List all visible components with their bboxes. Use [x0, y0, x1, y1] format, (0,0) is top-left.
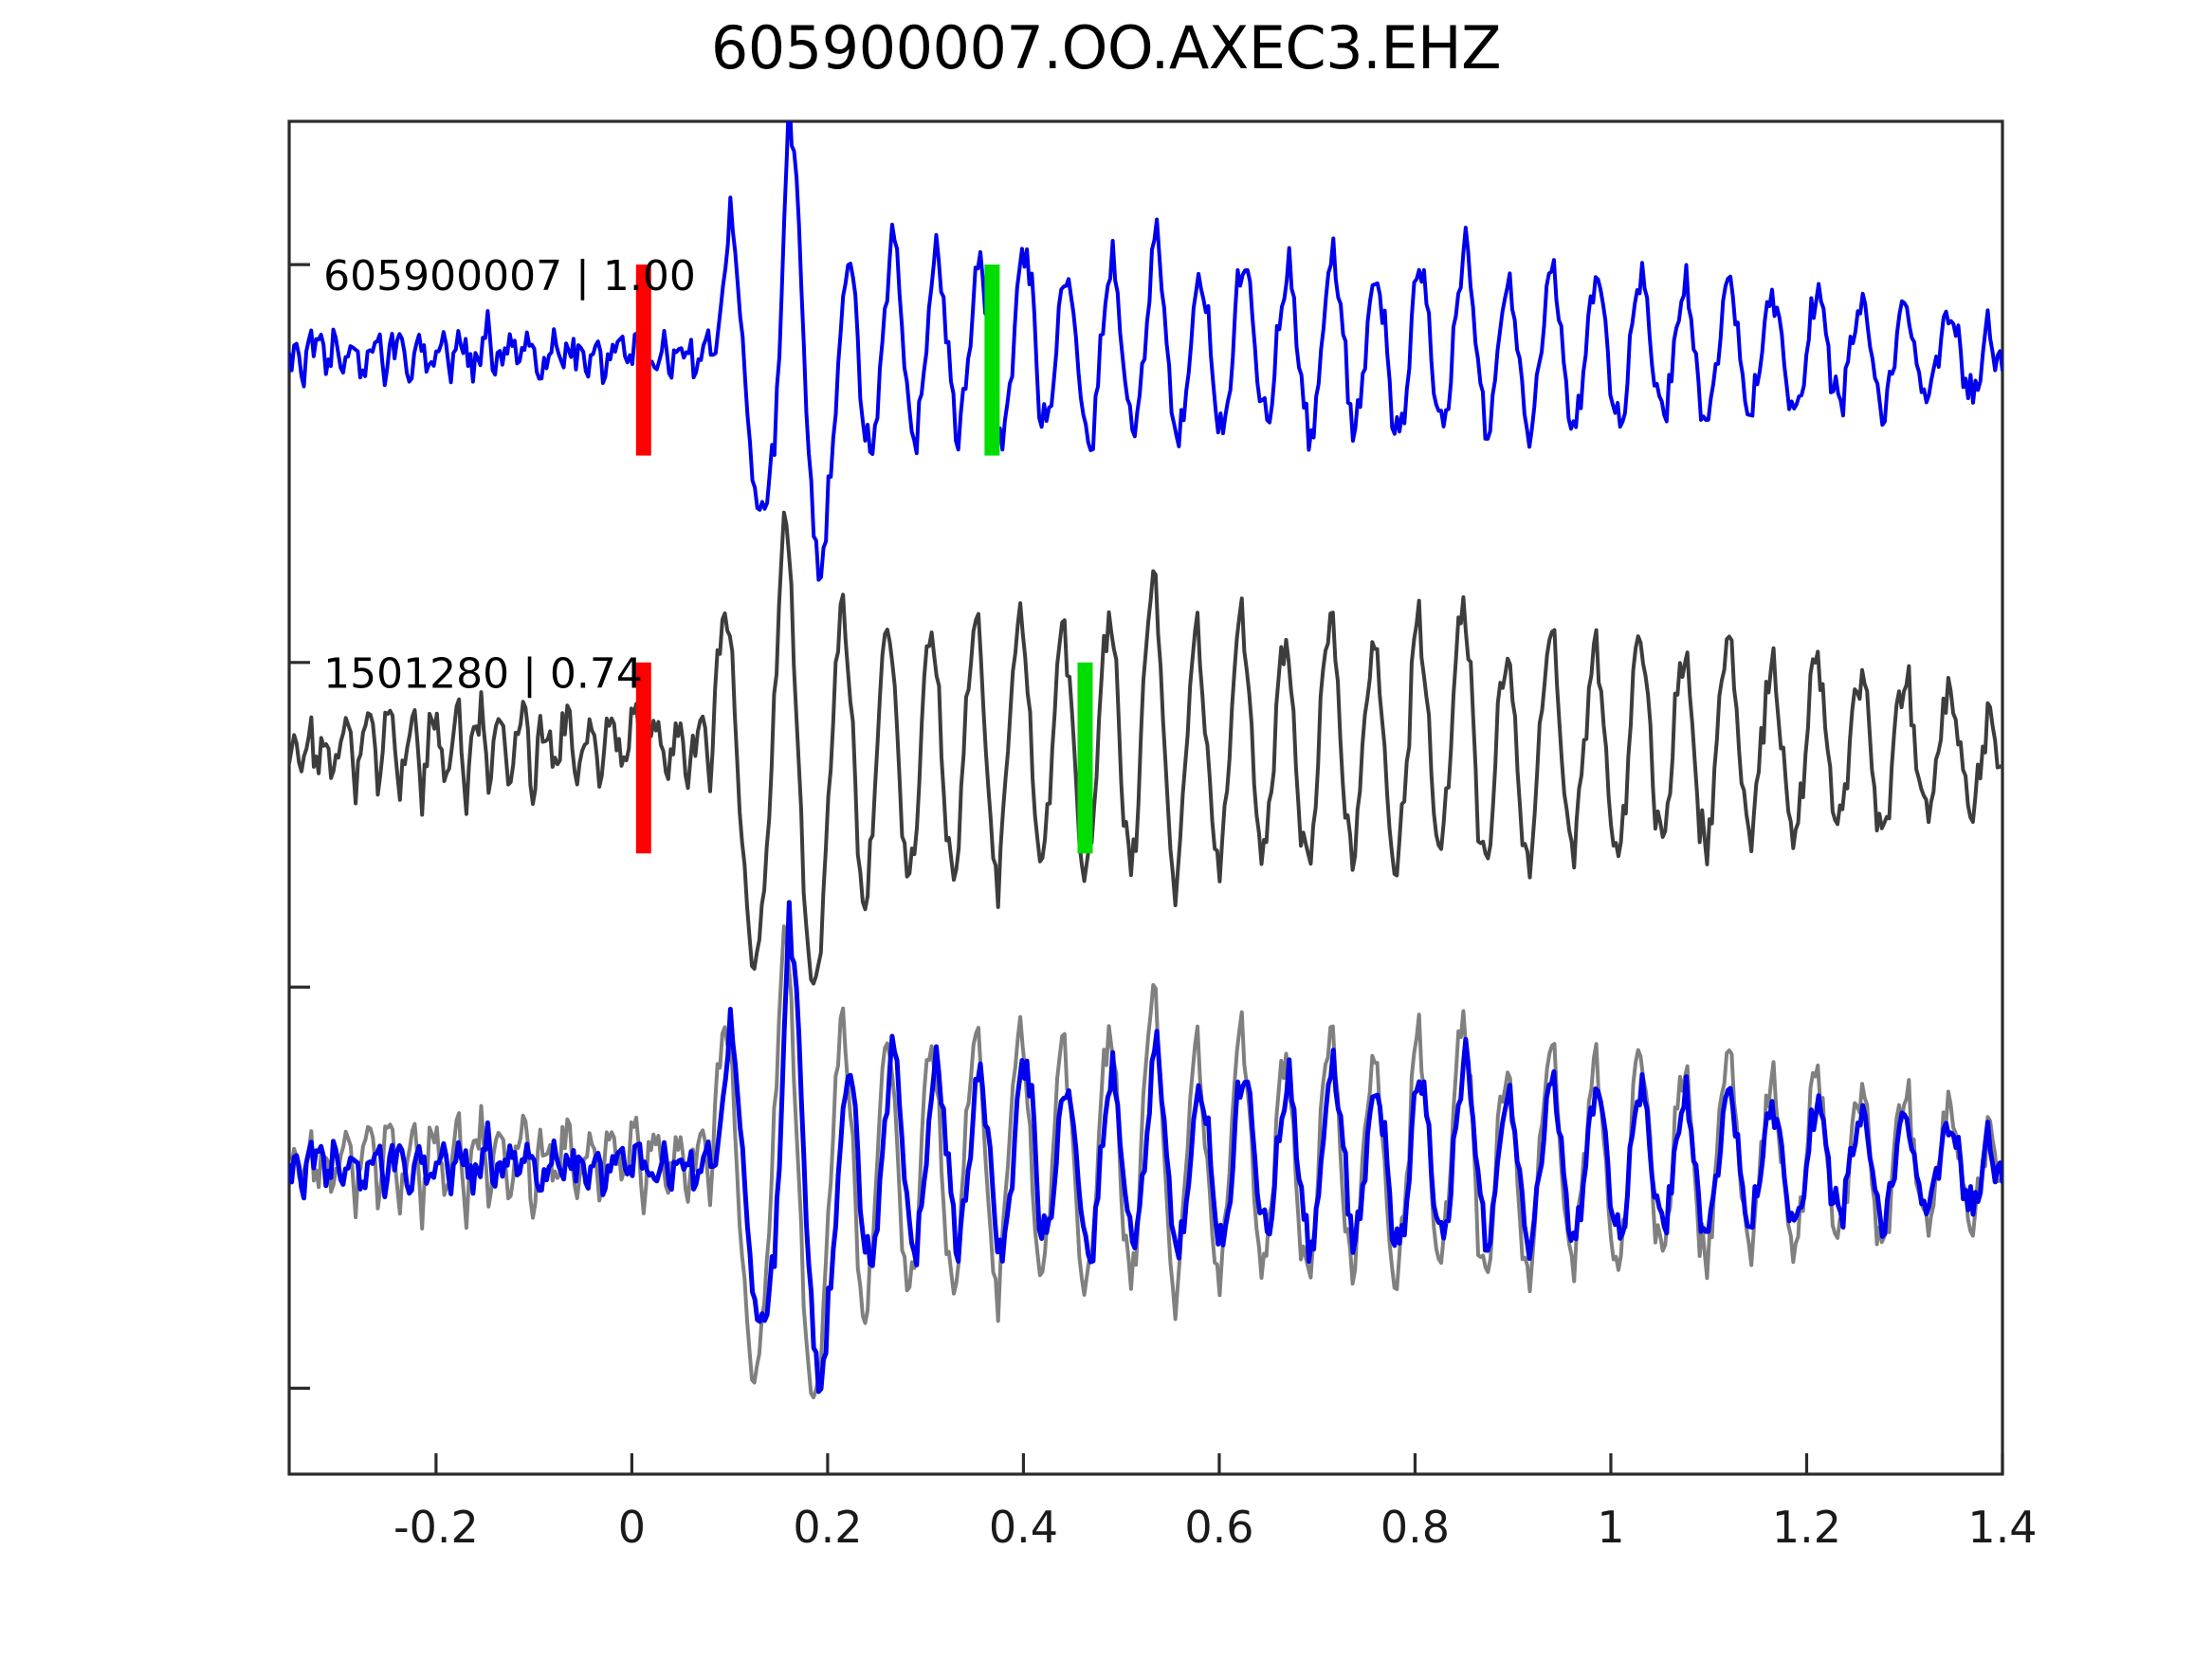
x-tick-label: 1.4: [1967, 1502, 2037, 1553]
p-pick-template-marker: [635, 264, 651, 456]
trace-template-line: [289, 121, 2002, 582]
trace-detection-label: 1501280 | 0.74: [323, 650, 643, 699]
x-tick-label: 1: [1597, 1502, 1624, 1553]
s-pick-detection-marker: [1077, 662, 1093, 854]
x-tick-label: 0.8: [1380, 1502, 1450, 1553]
page-title: 605900007.OO.AXEC3.EHZ: [710, 13, 1502, 82]
x-tick-label: 0.6: [1184, 1502, 1253, 1553]
trace-detection-line: [289, 510, 2002, 986]
y-axis-ticks: [289, 263, 310, 1390]
x-tick-labels: -0.2 0 0.2 0.4 0.6 0.8 1 1.2 1.4: [393, 1502, 2038, 1553]
phase-pick-markers: [635, 264, 1093, 854]
x-tick-label: 0.2: [793, 1502, 862, 1553]
x-axis-ticks: [434, 1453, 2004, 1474]
s-pick-template-marker: [984, 264, 1000, 456]
p-pick-detection-marker: [635, 662, 651, 854]
x-tick-label: 0.4: [989, 1502, 1058, 1553]
trace-labels: 605900007 | 1.00 1501280 | 0.74: [323, 252, 696, 699]
x-tick-label: -0.2: [393, 1502, 479, 1553]
trace-overlay-blue-line: [289, 900, 2002, 1395]
plot-frame: [287, 119, 2004, 1476]
trace-overlay-gray-line: [289, 924, 2002, 1400]
axes-frame: [287, 119, 2004, 1476]
trace-template-label: 605900007 | 1.00: [323, 252, 696, 301]
x-tick-label: 0: [618, 1502, 646, 1553]
x-tick-label: 1.2: [1772, 1502, 1841, 1553]
waveform-traces: [289, 121, 2002, 1400]
